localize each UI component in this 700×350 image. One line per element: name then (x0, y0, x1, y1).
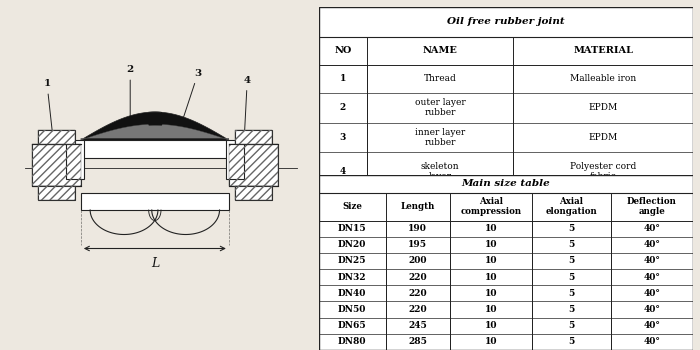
Text: DN80: DN80 (338, 337, 367, 346)
Bar (81, 140, 229, 158)
Bar (229, 144, 278, 186)
Bar (81, 193, 229, 210)
Text: Malleable iron: Malleable iron (570, 74, 636, 83)
Text: 190: 190 (408, 224, 427, 233)
Text: 40°: 40° (643, 257, 660, 265)
Text: DN65: DN65 (338, 321, 367, 330)
Text: 5: 5 (568, 224, 575, 233)
Text: DN25: DN25 (338, 257, 367, 265)
Text: 10: 10 (484, 305, 497, 314)
Text: 220: 220 (408, 273, 427, 282)
Text: NAME: NAME (423, 46, 458, 55)
Bar (38, 186, 75, 199)
Text: 5: 5 (568, 337, 575, 346)
Text: L: L (150, 257, 159, 270)
Bar (32, 144, 81, 186)
Text: 10: 10 (484, 224, 497, 233)
Text: 5: 5 (568, 305, 575, 314)
Bar (235, 130, 272, 144)
Text: 40°: 40° (643, 289, 660, 298)
Text: 5: 5 (568, 289, 575, 298)
Text: 195: 195 (408, 240, 427, 249)
Text: Main size table: Main size table (461, 179, 550, 188)
Text: 245: 245 (408, 321, 427, 330)
Text: Length: Length (400, 202, 435, 211)
Text: 40°: 40° (643, 224, 660, 233)
Text: 40°: 40° (643, 337, 660, 346)
Bar (225, 140, 244, 178)
Text: 10: 10 (484, 257, 497, 265)
Bar (38, 186, 75, 199)
Text: 5: 5 (568, 257, 575, 265)
Text: DN20: DN20 (338, 240, 366, 249)
Text: 2: 2 (127, 65, 134, 116)
Text: 1: 1 (340, 74, 346, 83)
Text: Thread: Thread (424, 74, 456, 83)
Bar (66, 140, 84, 178)
Text: DN50: DN50 (338, 305, 366, 314)
Text: Axial
compression: Axial compression (460, 197, 522, 216)
Text: inner layer
rubber: inner layer rubber (415, 128, 466, 147)
Text: 220: 220 (408, 305, 427, 314)
Text: outer layer
rubber: outer layer rubber (415, 98, 466, 117)
Polygon shape (81, 124, 229, 140)
Text: 40°: 40° (643, 273, 660, 282)
Text: 10: 10 (484, 240, 497, 249)
Text: 2: 2 (340, 103, 346, 112)
Text: EPDM: EPDM (589, 133, 617, 142)
Text: 10: 10 (484, 321, 497, 330)
Text: 10: 10 (484, 289, 497, 298)
Text: 4: 4 (340, 167, 346, 176)
Text: 1: 1 (43, 79, 53, 137)
Text: Axial
elongation: Axial elongation (545, 197, 597, 216)
Text: 10: 10 (484, 337, 497, 346)
Text: MATERIAL: MATERIAL (573, 46, 633, 55)
Text: 5: 5 (568, 273, 575, 282)
Text: 220: 220 (408, 289, 427, 298)
Bar (235, 186, 272, 199)
Text: EPDM: EPDM (589, 103, 617, 112)
Text: Oil free rubber joint: Oil free rubber joint (447, 18, 565, 26)
Text: 40°: 40° (643, 305, 660, 314)
Bar (38, 130, 75, 144)
Text: 4: 4 (244, 76, 251, 137)
Text: 10: 10 (484, 273, 497, 282)
Text: 3: 3 (340, 133, 346, 142)
Text: skeleton
layer: skeleton layer (421, 162, 459, 181)
Text: 200: 200 (409, 257, 427, 265)
Text: Polyester cord
fabric: Polyester cord fabric (570, 162, 636, 181)
Bar (229, 144, 278, 186)
Text: DN15: DN15 (338, 224, 367, 233)
Text: 285: 285 (408, 337, 427, 346)
Text: NO: NO (334, 46, 351, 55)
Text: 3: 3 (181, 69, 202, 127)
Bar (235, 186, 272, 199)
Text: Size: Size (342, 202, 362, 211)
Bar (38, 130, 75, 144)
Polygon shape (81, 112, 229, 140)
Text: 5: 5 (568, 240, 575, 249)
Text: Deflection
angle: Deflection angle (627, 197, 677, 216)
Text: DN32: DN32 (338, 273, 367, 282)
Text: DN40: DN40 (338, 289, 366, 298)
Bar (32, 144, 81, 186)
Text: 5: 5 (568, 321, 575, 330)
Text: 40°: 40° (643, 240, 660, 249)
Text: 40°: 40° (643, 321, 660, 330)
Bar (235, 130, 272, 144)
